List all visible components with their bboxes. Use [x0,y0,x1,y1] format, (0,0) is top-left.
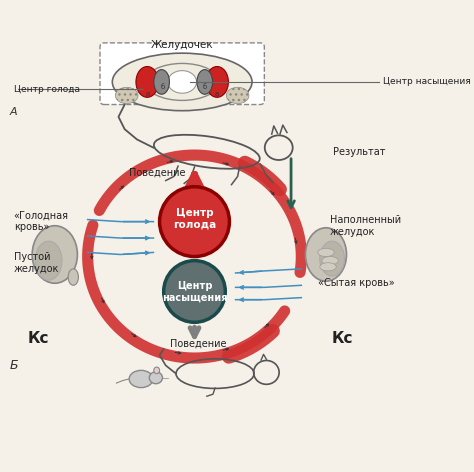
Ellipse shape [318,248,334,257]
Ellipse shape [154,367,160,374]
Text: Пустой
желудок: Пустой желудок [14,252,59,273]
Text: Поведение: Поведение [170,339,227,349]
Text: a: a [215,91,219,97]
Text: б: б [161,84,165,90]
Text: Кс: Кс [332,331,353,346]
Ellipse shape [115,87,138,104]
Circle shape [160,187,229,257]
Text: a: a [146,91,150,97]
Ellipse shape [129,371,153,388]
Ellipse shape [136,67,158,97]
Ellipse shape [149,372,163,384]
Ellipse shape [320,241,345,276]
Ellipse shape [68,269,78,285]
Text: Центр голода: Центр голода [14,85,80,94]
Ellipse shape [197,69,212,94]
Text: Желудочек: Желудочек [151,40,213,50]
Ellipse shape [227,87,249,104]
Text: Центр насыщения: Центр насыщения [383,77,471,86]
Text: Центр
насыщения: Центр насыщения [162,281,227,302]
Ellipse shape [112,53,252,111]
Text: «Голодная
кровь»: «Голодная кровь» [14,211,69,232]
Ellipse shape [206,67,228,97]
Text: б: б [203,84,207,90]
Ellipse shape [322,257,338,265]
Ellipse shape [305,228,346,281]
Ellipse shape [145,63,219,101]
Text: Кс: Кс [27,331,49,346]
Text: Б: Б [9,359,18,372]
Ellipse shape [32,226,77,283]
Text: А: А [9,107,17,117]
Ellipse shape [154,69,169,94]
Text: Поведение: Поведение [129,167,186,177]
Ellipse shape [320,263,336,271]
Ellipse shape [168,71,197,93]
Ellipse shape [35,241,62,280]
Text: Центр
голода: Центр голода [173,208,216,229]
Circle shape [164,261,225,322]
Text: Результат: Результат [333,147,385,157]
FancyBboxPatch shape [100,43,264,104]
Text: «Сытая кровь»: «Сытая кровь» [318,278,394,288]
Text: Наполненный
желудок: Наполненный желудок [330,215,401,236]
